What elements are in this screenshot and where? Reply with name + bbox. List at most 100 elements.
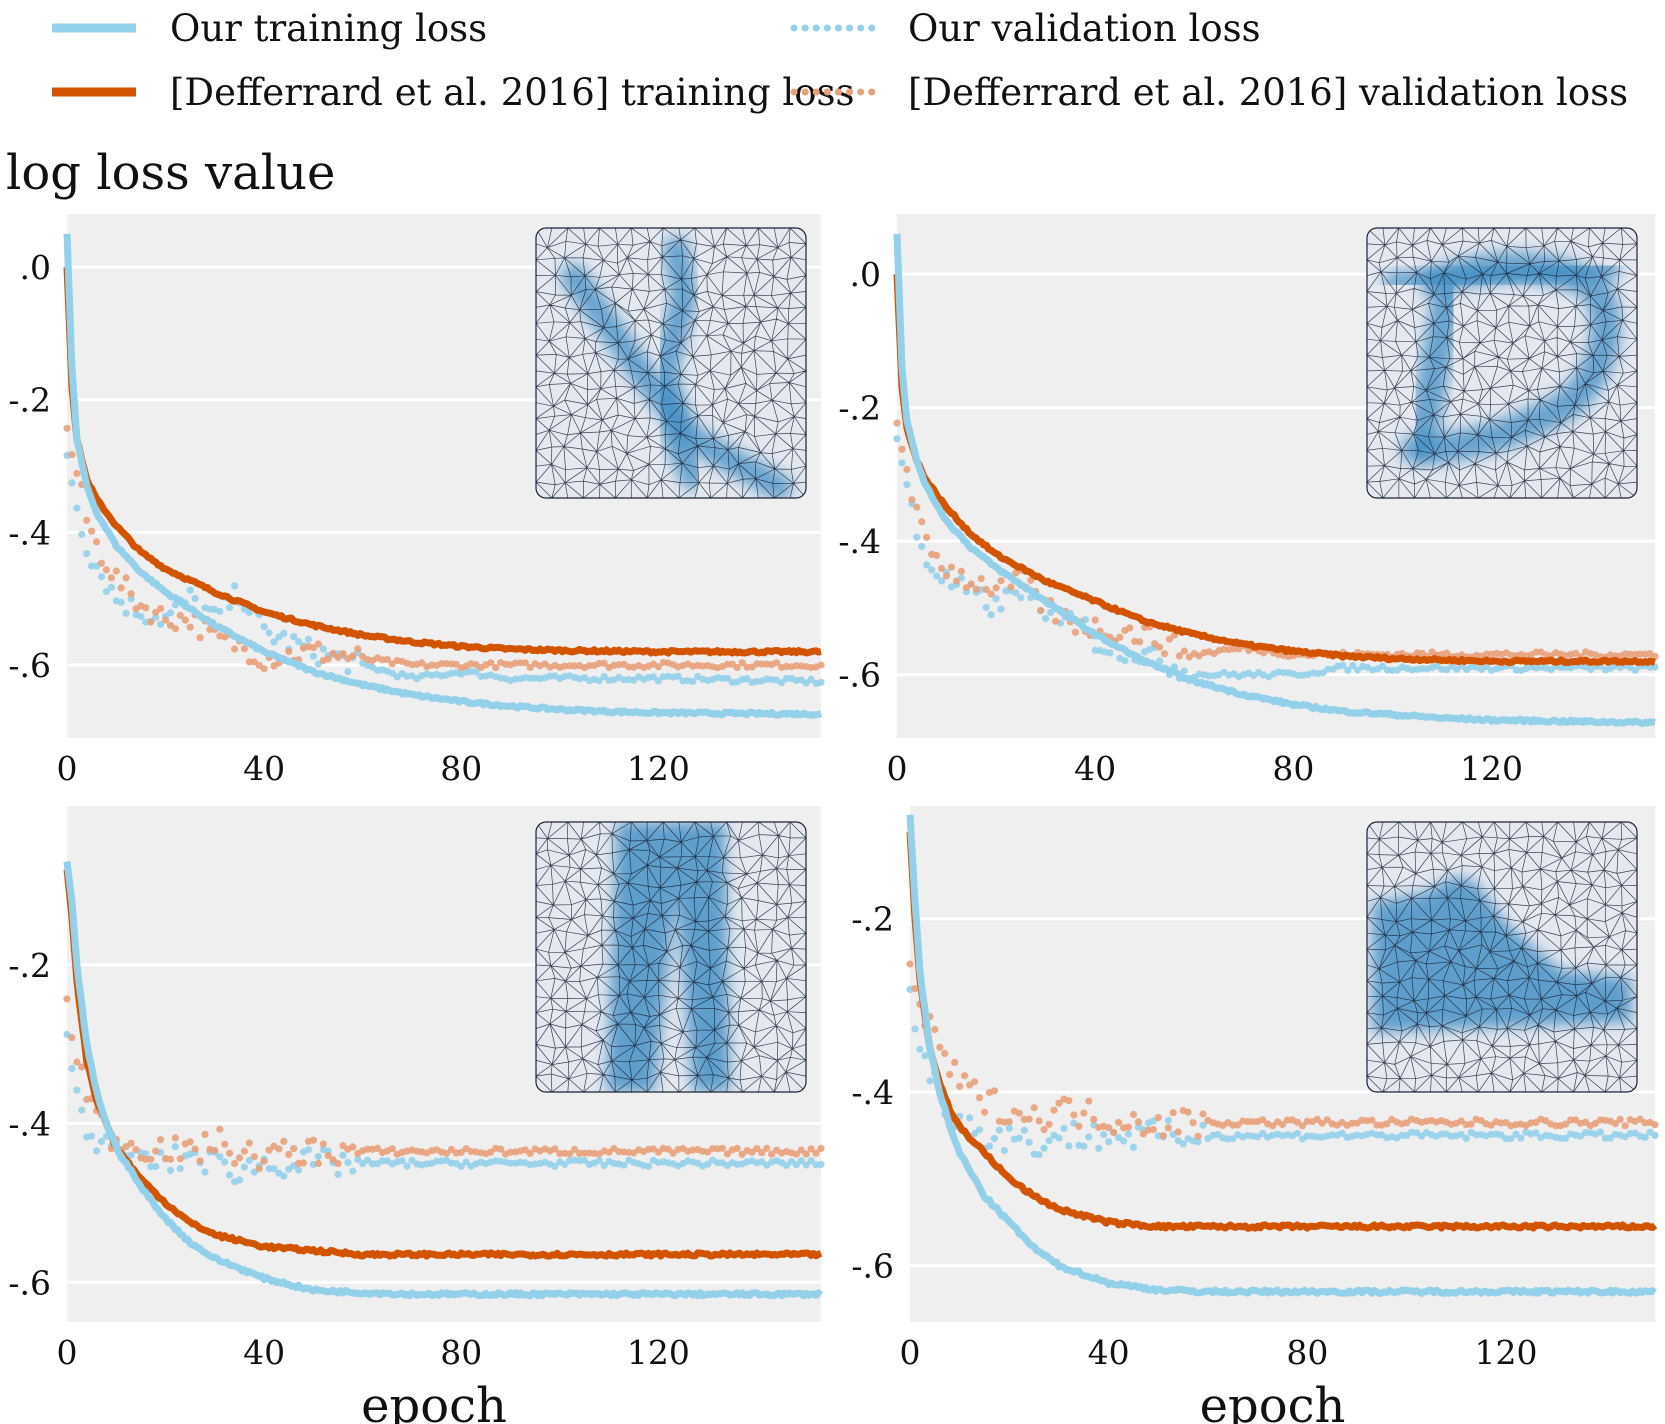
data-point bbox=[418, 659, 426, 667]
data-point bbox=[344, 668, 352, 676]
data-point bbox=[176, 1165, 184, 1173]
chart-panel-bottom-left: -.2 -.4 -.60 40 80 120 epoch bbox=[8, 806, 825, 1424]
data-point bbox=[1045, 1120, 1053, 1128]
data-point bbox=[951, 1058, 959, 1066]
data-point bbox=[797, 1146, 805, 1154]
data-point bbox=[1120, 1137, 1128, 1145]
data-point bbox=[1007, 583, 1015, 591]
data-point bbox=[388, 1145, 396, 1153]
data-point bbox=[526, 1149, 534, 1157]
data-point bbox=[956, 1082, 964, 1090]
data-point bbox=[285, 647, 293, 656]
data-point bbox=[1005, 1118, 1013, 1126]
data-point bbox=[1169, 1109, 1177, 1117]
x-tick-label: 40 bbox=[243, 749, 285, 788]
x-tick-label: 120 bbox=[627, 1333, 690, 1372]
data-point bbox=[285, 1150, 293, 1158]
data-point bbox=[122, 574, 130, 582]
data-point bbox=[967, 580, 975, 588]
series-line-our_train bbox=[63, 233, 823, 719]
data-point bbox=[977, 575, 985, 583]
data-point bbox=[738, 659, 746, 667]
data-point bbox=[349, 652, 357, 660]
mesh-trousers-icon bbox=[535, 821, 807, 1093]
data-point bbox=[314, 1152, 322, 1161]
data-point bbox=[1175, 652, 1183, 660]
data-point bbox=[654, 677, 663, 685]
data-point bbox=[1075, 1122, 1083, 1130]
data-point bbox=[758, 1149, 766, 1157]
data-point bbox=[980, 1108, 989, 1116]
data-point bbox=[1042, 615, 1050, 623]
data-point bbox=[275, 1145, 283, 1153]
data-point bbox=[1129, 1110, 1138, 1119]
data-point bbox=[1105, 1138, 1113, 1146]
data-point bbox=[166, 1166, 175, 1174]
data-point bbox=[309, 652, 317, 660]
data-point bbox=[1318, 1119, 1326, 1127]
mesh-boot-icon bbox=[1366, 821, 1638, 1093]
mesh-digit-icon bbox=[1366, 227, 1638, 499]
x-tick-label: 80 bbox=[1286, 1333, 1328, 1372]
data-point bbox=[1090, 1115, 1098, 1123]
data-point bbox=[768, 1150, 776, 1158]
data-point bbox=[492, 664, 500, 672]
data-point bbox=[995, 1126, 1004, 1134]
data-point bbox=[324, 1151, 332, 1160]
data-point bbox=[107, 583, 115, 591]
data-point bbox=[923, 533, 931, 541]
data-point bbox=[1115, 1118, 1123, 1126]
x-axis-label: epoch bbox=[361, 1378, 507, 1424]
data-point bbox=[1349, 662, 1357, 670]
data-point bbox=[152, 608, 160, 616]
data-point bbox=[280, 629, 288, 638]
data-point bbox=[580, 1156, 589, 1164]
data-point bbox=[1641, 1133, 1649, 1141]
data-point bbox=[147, 1155, 155, 1163]
data-point bbox=[1596, 1128, 1604, 1136]
data-point bbox=[147, 618, 155, 626]
series-dots-deff_val bbox=[63, 995, 825, 1173]
data-point bbox=[97, 573, 106, 581]
data-point bbox=[314, 1159, 322, 1168]
data-point bbox=[1040, 1144, 1048, 1152]
data-point bbox=[354, 1155, 362, 1163]
data-point bbox=[1015, 1134, 1023, 1142]
data-point bbox=[107, 574, 115, 582]
data-point bbox=[992, 584, 1000, 592]
data-point bbox=[260, 1157, 268, 1165]
data-point bbox=[231, 645, 239, 653]
data-point bbox=[1621, 1122, 1629, 1130]
y-axis-label: log loss value bbox=[6, 145, 336, 201]
data-point bbox=[319, 1140, 327, 1148]
data-point bbox=[324, 655, 332, 663]
data-point bbox=[487, 1148, 495, 1156]
data-point bbox=[571, 1145, 579, 1153]
x-tick-label: 80 bbox=[440, 749, 482, 788]
data-point bbox=[561, 1160, 569, 1168]
data-point bbox=[1368, 1116, 1376, 1124]
data-point bbox=[354, 645, 362, 653]
data-point bbox=[1194, 1132, 1202, 1140]
data-point bbox=[1651, 652, 1659, 661]
data-point bbox=[176, 611, 184, 620]
y-tick-label: -.6 bbox=[838, 656, 881, 695]
data-point bbox=[1065, 1142, 1073, 1150]
data-point bbox=[1085, 1133, 1093, 1141]
data-point bbox=[1457, 1117, 1465, 1125]
data-point bbox=[83, 550, 91, 558]
data-point bbox=[1591, 1119, 1599, 1128]
chart-panel-top-right: .0 -.2 -.4 -.6 0 40 80 120 bbox=[838, 214, 1659, 788]
data-point bbox=[1005, 1124, 1013, 1132]
data-point bbox=[936, 1043, 944, 1051]
data-point bbox=[245, 608, 253, 617]
data-point bbox=[260, 665, 268, 673]
y-tick-label: -.2 bbox=[851, 900, 894, 939]
data-point bbox=[457, 1162, 465, 1170]
data-point bbox=[792, 1150, 801, 1158]
data-point bbox=[982, 585, 990, 594]
data-point bbox=[1055, 1099, 1063, 1107]
data-point bbox=[295, 638, 303, 646]
legend-label-deff-training: [Defferrard et al. 2016] training loss bbox=[170, 70, 855, 114]
data-point bbox=[1070, 1111, 1078, 1119]
